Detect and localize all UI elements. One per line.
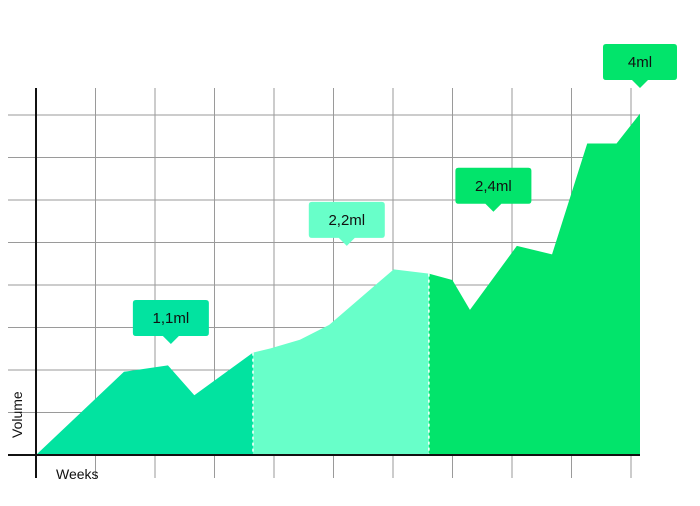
callout-label: 2,2ml: [328, 212, 365, 229]
callout-bubble: [603, 44, 677, 88]
area-segments: [36, 113, 640, 456]
callout-3: 2,4ml: [455, 167, 532, 212]
callout-4: 4ml: [603, 44, 677, 88]
area-segment-1: [36, 352, 253, 455]
area-segment-3: [428, 113, 640, 456]
callout-label: 4ml: [628, 54, 652, 71]
callout-1: 1,1ml: [132, 300, 209, 345]
axes: [8, 88, 640, 478]
y-axis-label: Volume: [9, 391, 25, 438]
callout-bubble: [132, 300, 209, 345]
callout-label: 1,1ml: [153, 310, 190, 327]
callout-2: 2,2ml: [308, 201, 385, 246]
callout-bubble: [455, 167, 532, 212]
callouts: 1,1ml 2,2ml 2,4ml 4ml: [132, 44, 677, 345]
callout-label: 2,4ml: [475, 178, 512, 195]
callout-bubble: [308, 201, 385, 246]
area-segment-2: [252, 269, 429, 455]
x-axis-label: Weeks: [56, 466, 99, 482]
